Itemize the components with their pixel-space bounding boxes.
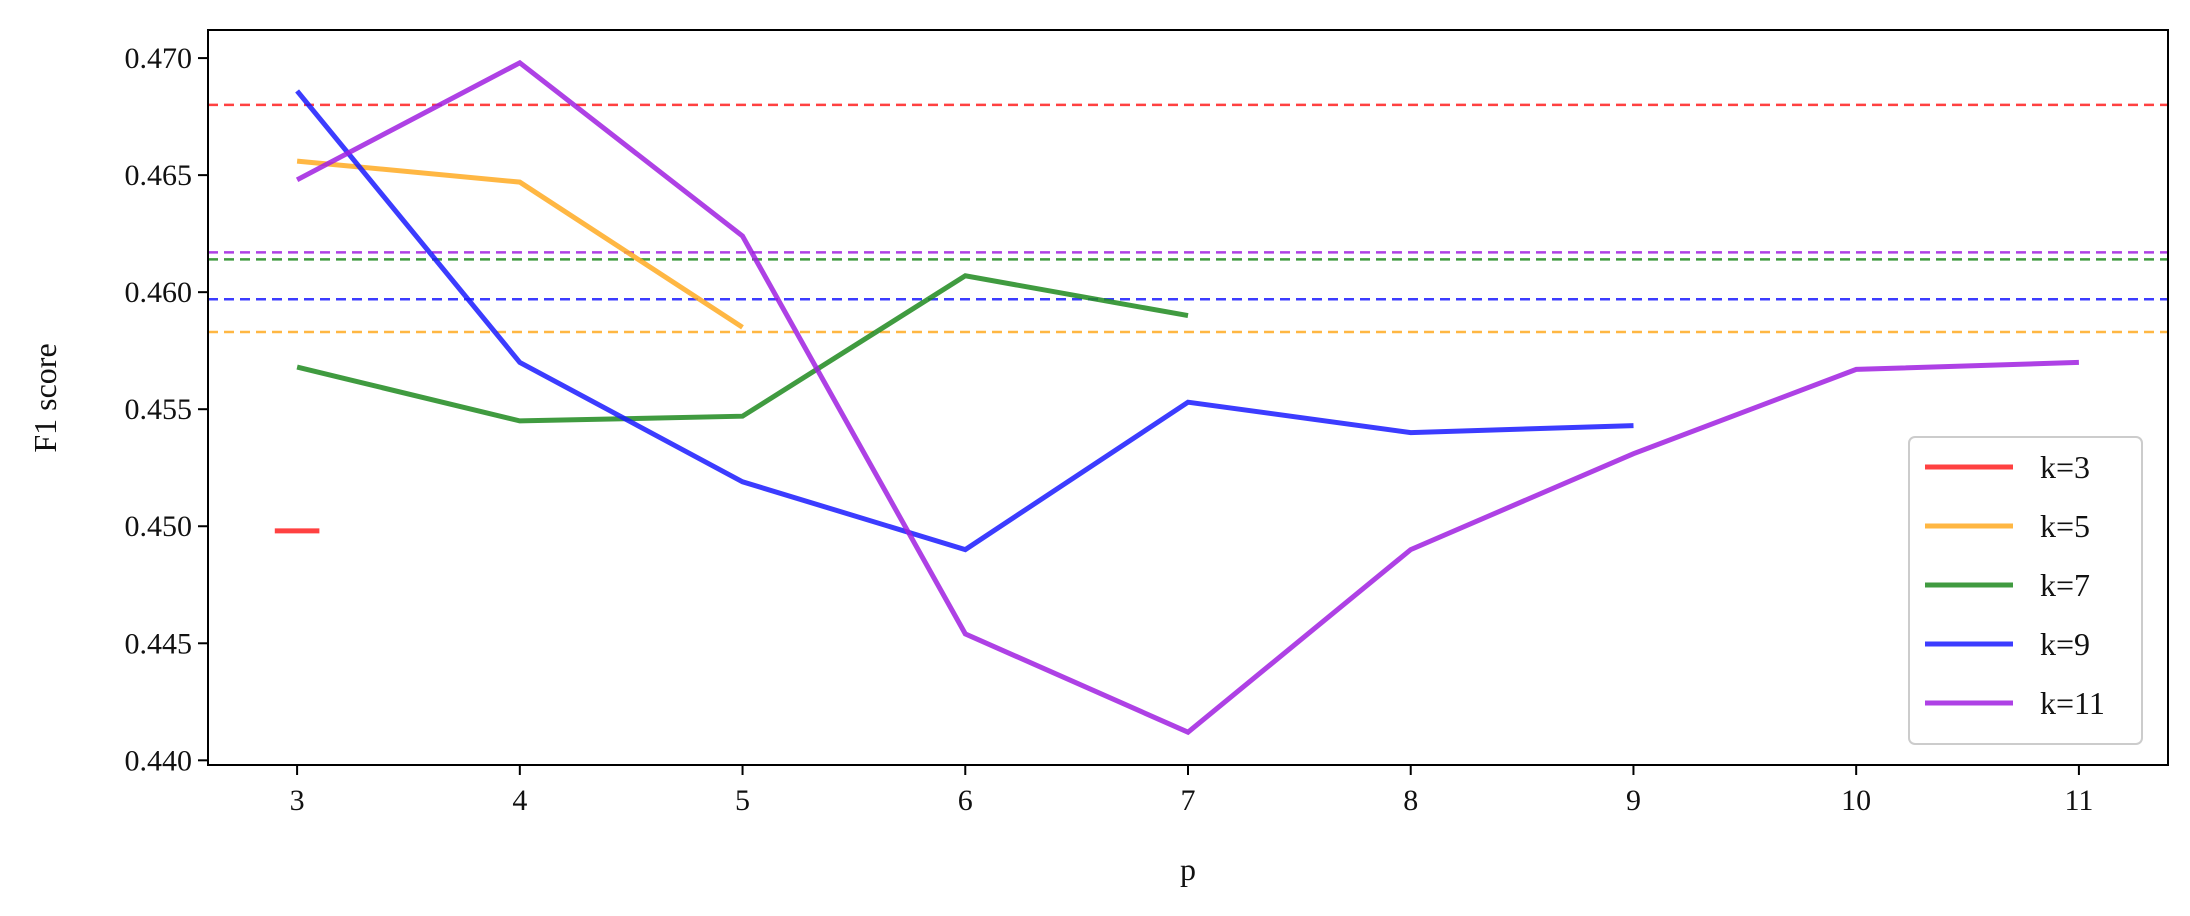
legend-label: k=3 [2040,449,2090,485]
series-line-k11 [295,59,2079,736]
y-tick-label: 0.465 [125,159,193,192]
y-tick-label: 0.440 [125,744,193,777]
reference-lines [208,103,2168,334]
x-tick-label: 10 [1841,784,1871,817]
x-tick-label: 7 [1181,784,1196,817]
y-axis: 0.440 0.445 0.450 0.455 0.460 0.465 0.470 [125,42,208,777]
y-tick-label: 0.445 [125,627,193,660]
series-line-k5 [296,158,744,330]
x-axis: 3 4 5 6 7 8 9 10 11 [290,765,2093,817]
legend-label: k=7 [2040,567,2090,603]
y-tick-label: 0.470 [125,42,193,75]
series-line-k7 [296,273,1189,424]
series-lines [274,59,2079,736]
legend-label: k=5 [2040,508,2090,544]
legend-box [1908,436,2143,745]
x-tick-label: 8 [1403,784,1418,817]
y-tick-label: 0.450 [125,510,193,543]
series-line-k9 [295,89,1634,553]
y-tick-label: 0.460 [125,276,193,309]
legend-label: k=11 [2040,685,2105,721]
x-tick-label: 11 [2064,784,2093,817]
x-tick-label: 5 [735,784,750,817]
legend: k=3 k=5 k=7 k=9 k=11 [1908,436,2143,745]
x-tick-label: 6 [958,784,973,817]
x-tick-label: 3 [290,784,305,817]
x-tick-label: 4 [512,784,527,817]
x-tick-label: 9 [1626,784,1641,817]
y-axis-label: F1 score [27,343,63,452]
x-axis-label: p [1180,851,1196,887]
y-tick-label: 0.455 [125,393,193,426]
legend-label: k=9 [2040,626,2090,662]
